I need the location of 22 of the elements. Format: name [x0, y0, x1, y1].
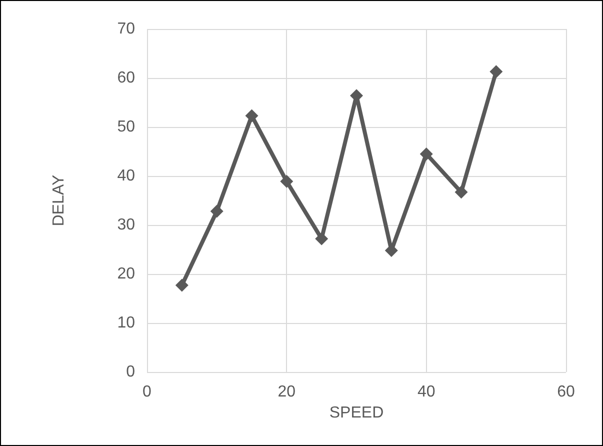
y-tick-label: 70: [117, 20, 136, 38]
point: [245, 109, 258, 122]
y-tick-label: 0: [126, 364, 136, 380]
point: [490, 65, 503, 78]
y-tick-label: 20: [117, 266, 136, 282]
x-tick-label: 0: [142, 384, 152, 400]
x-tick-label: 60: [557, 384, 575, 400]
point: [175, 278, 188, 292]
x-axis-title: SPEED: [329, 404, 384, 422]
point: [280, 174, 294, 188]
point: [210, 204, 224, 218]
x-tick-label: 20: [278, 384, 296, 400]
point: [315, 232, 328, 246]
y-tick-label: 50: [117, 118, 136, 136]
y-tick-label: 60: [117, 70, 136, 86]
x-tick-label: 40: [417, 384, 436, 400]
y-axis-title: DELAY: [50, 174, 68, 226]
y-tick-label: 30: [117, 216, 136, 234]
point: [454, 186, 468, 199]
y-tick-label: 40: [117, 168, 136, 184]
point: [420, 147, 433, 160]
y-tick-label: 10: [117, 314, 136, 332]
